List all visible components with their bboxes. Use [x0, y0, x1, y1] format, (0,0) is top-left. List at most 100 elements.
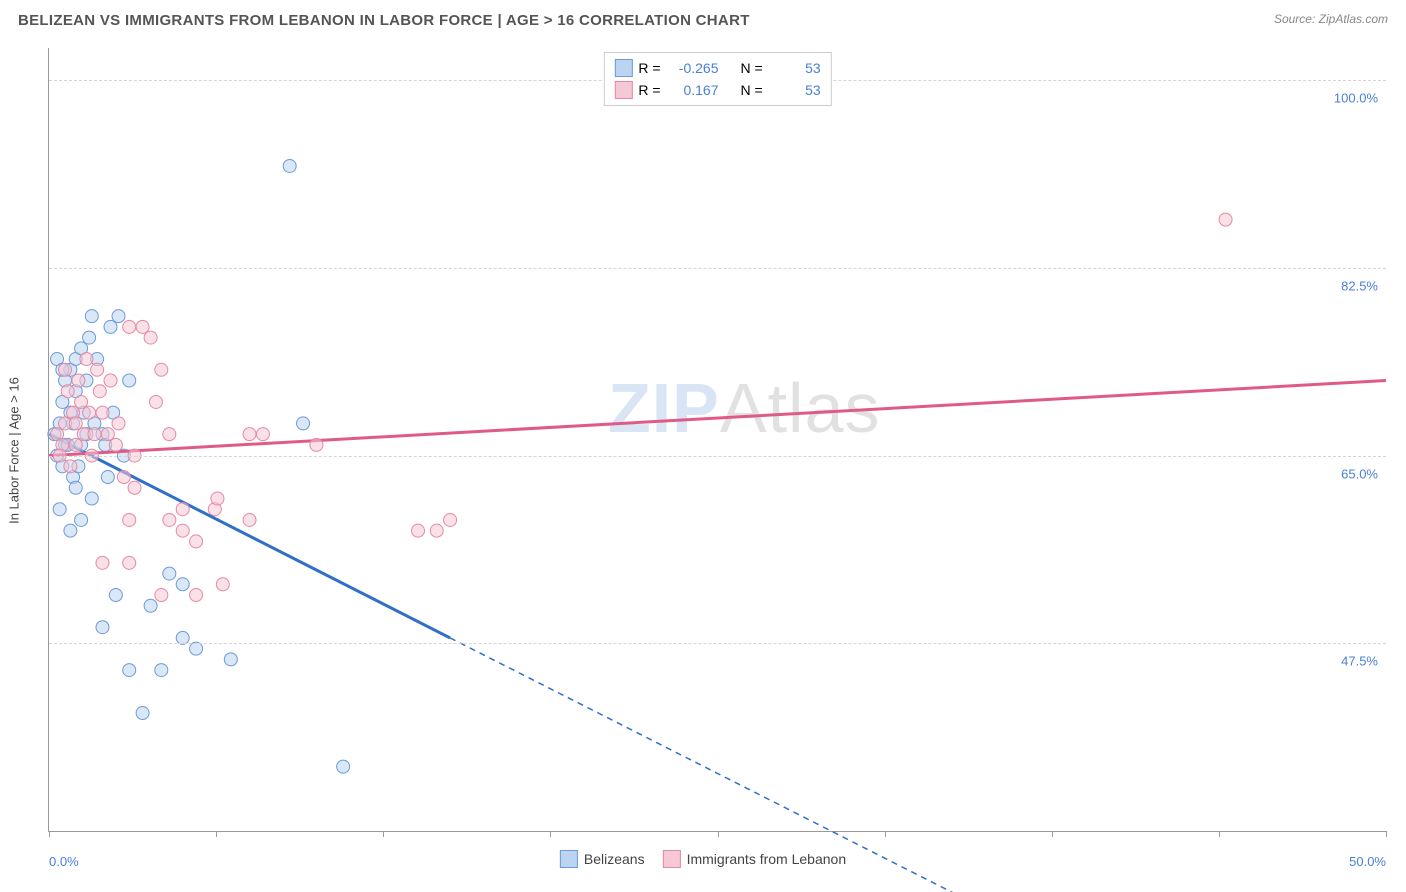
- xtick: [383, 831, 384, 837]
- data-point: [109, 438, 122, 451]
- data-point: [69, 417, 82, 430]
- legend-item-belizeans: Belizeans: [560, 850, 645, 868]
- data-point: [155, 363, 168, 376]
- data-point: [190, 535, 203, 548]
- legend-n-label: N =: [741, 82, 763, 98]
- legend-r-value-belizeans: -0.265: [667, 60, 719, 76]
- data-point: [123, 513, 136, 526]
- legend-n-label: N =: [741, 60, 763, 76]
- data-point: [211, 492, 224, 505]
- gridline: [49, 268, 1386, 269]
- data-point: [53, 503, 66, 516]
- data-point: [144, 599, 157, 612]
- data-point: [155, 589, 168, 602]
- data-point: [149, 395, 162, 408]
- data-point: [256, 428, 269, 441]
- data-point: [101, 428, 114, 441]
- ytick-label: 100.0%: [1334, 91, 1378, 106]
- data-point: [1219, 213, 1232, 226]
- data-point: [224, 653, 237, 666]
- data-point: [109, 589, 122, 602]
- data-point: [123, 556, 136, 569]
- data-point: [297, 417, 310, 430]
- legend-r-label: R =: [638, 60, 660, 76]
- chart-title: BELIZEAN VS IMMIGRANTS FROM LEBANON IN L…: [18, 12, 750, 29]
- data-point: [283, 159, 296, 172]
- data-point: [412, 524, 425, 537]
- xtick: [550, 831, 551, 837]
- xtick: [1052, 831, 1053, 837]
- legend-item-lebanon: Immigrants from Lebanon: [663, 850, 847, 868]
- data-point: [176, 524, 189, 537]
- data-point: [80, 353, 93, 366]
- legend-series: Belizeans Immigrants from Lebanon: [560, 850, 846, 868]
- data-point: [93, 385, 106, 398]
- legend-swatch-belizeans: [614, 59, 632, 77]
- xtick: [1219, 831, 1220, 837]
- data-point: [61, 385, 74, 398]
- data-point: [69, 481, 82, 494]
- legend-stats-row: R = -0.265 N = 53: [614, 57, 820, 79]
- data-point: [310, 438, 323, 451]
- data-point: [59, 363, 72, 376]
- data-point: [88, 428, 101, 441]
- data-point: [163, 428, 176, 441]
- data-point: [136, 707, 149, 720]
- ytick-label: 82.5%: [1341, 278, 1378, 293]
- data-point: [104, 320, 117, 333]
- xtick-label: 50.0%: [1349, 854, 1386, 869]
- legend-r-value-lebanon: 0.167: [667, 82, 719, 98]
- data-point: [75, 513, 88, 526]
- data-point: [85, 492, 98, 505]
- plot-svg: [49, 48, 1386, 831]
- legend-swatch-belizeans: [560, 850, 578, 868]
- ytick-label: 47.5%: [1341, 654, 1378, 669]
- data-point: [128, 481, 141, 494]
- data-point: [72, 374, 85, 387]
- data-point: [104, 374, 117, 387]
- legend-swatch-lebanon: [614, 81, 632, 99]
- xtick: [1386, 831, 1387, 837]
- data-point: [430, 524, 443, 537]
- data-point: [337, 760, 350, 773]
- xtick: [885, 831, 886, 837]
- legend-swatch-lebanon: [663, 850, 681, 868]
- trend-line: [49, 434, 450, 638]
- xtick: [718, 831, 719, 837]
- trend-line: [49, 381, 1386, 456]
- legend-n-value-belizeans: 53: [769, 60, 821, 76]
- legend-n-value-lebanon: 53: [769, 82, 821, 98]
- legend-r-label: R =: [638, 82, 660, 98]
- data-point: [64, 460, 77, 473]
- data-point: [216, 578, 229, 591]
- data-point: [64, 524, 77, 537]
- data-point: [112, 417, 125, 430]
- data-point: [123, 374, 136, 387]
- data-point: [163, 567, 176, 580]
- xtick: [216, 831, 217, 837]
- data-point: [243, 428, 256, 441]
- data-point: [123, 320, 136, 333]
- data-point: [136, 320, 149, 333]
- data-point: [190, 589, 203, 602]
- data-point: [96, 621, 109, 634]
- data-point: [83, 406, 96, 419]
- data-point: [243, 513, 256, 526]
- xtick: [49, 831, 50, 837]
- data-point: [155, 664, 168, 677]
- data-point: [176, 503, 189, 516]
- legend-label-belizeans: Belizeans: [584, 851, 645, 867]
- legend-label-lebanon: Immigrants from Lebanon: [687, 851, 847, 867]
- data-point: [96, 406, 109, 419]
- ytick-label: 65.0%: [1341, 466, 1378, 481]
- data-point: [144, 331, 157, 344]
- legend-stats-row: R = 0.167 N = 53: [614, 79, 820, 101]
- data-point: [75, 395, 88, 408]
- data-point: [69, 438, 82, 451]
- gridline: [49, 643, 1386, 644]
- data-point: [112, 310, 125, 323]
- data-point: [91, 363, 104, 376]
- chart-source: Source: ZipAtlas.com: [1274, 12, 1388, 26]
- gridline: [49, 456, 1386, 457]
- data-point: [96, 556, 109, 569]
